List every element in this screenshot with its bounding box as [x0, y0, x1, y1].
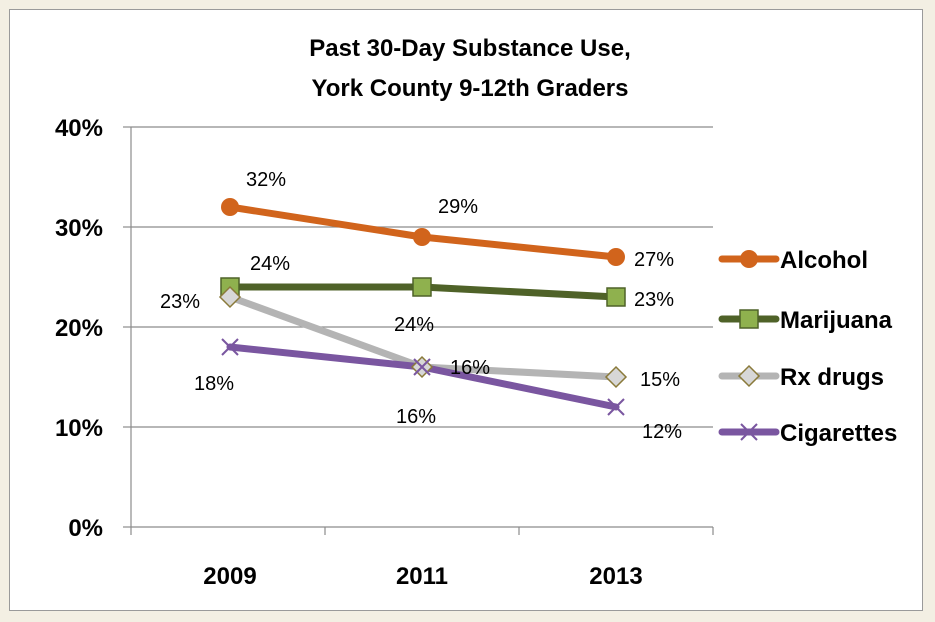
- data-point-rx-drugs: [218, 285, 242, 309]
- data-point-cigarettes: [413, 358, 431, 376]
- data-label-alcohol: 27%: [634, 249, 674, 271]
- x-tick-label: 2013: [589, 563, 642, 590]
- data-label-marijuana: 24%: [394, 314, 434, 336]
- chart-title-line-1: Past 30-Day Substance Use,: [309, 35, 630, 62]
- x-tick-label: 2011: [396, 563, 448, 590]
- gridlines: [131, 126, 713, 428]
- data-point-rx-drugs: [604, 365, 628, 389]
- series-markers: [218, 198, 628, 416]
- data-point-alcohol: [413, 228, 431, 246]
- chart-frame: [9, 9, 923, 611]
- legend-label-rx-drugs: Rx drugs: [780, 364, 884, 391]
- legend-marker-marijuana: [739, 309, 759, 329]
- data-labels: 32% 29% 27% 24% 24% 23% 23% 16% 15% 18% 16% 12%: [160, 169, 682, 443]
- x-marker-stroke: [740, 423, 758, 441]
- legend-label-marijuana: Marijuana: [780, 307, 893, 334]
- y-tick-label: 40%: [55, 115, 103, 142]
- legend-marker-alcohol: [740, 250, 758, 268]
- data-point-cigarettes: [221, 338, 239, 356]
- y-tick-label: 20%: [55, 315, 103, 342]
- data-label-alcohol: 29%: [438, 196, 478, 218]
- chart-title-line-2: York County 9-12th Graders: [312, 75, 629, 102]
- data-point-cigarettes: [607, 398, 625, 416]
- data-point-marijuana: [606, 287, 626, 307]
- y-tick-label: 10%: [55, 415, 103, 442]
- data-label-rx-drugs: 15%: [640, 369, 680, 391]
- data-label-marijuana: 23%: [634, 289, 674, 311]
- x-marker-stroke: [221, 338, 239, 356]
- data-point-alcohol: [221, 198, 239, 216]
- data-point-marijuana: [412, 277, 432, 297]
- legend: Alcohol Marijuana Rx drugs Cigarettes: [718, 247, 897, 447]
- legend-marker-rx-drugs: [737, 364, 761, 388]
- legend-label-cigarettes: Cigarettes: [780, 420, 897, 447]
- legend-label-alcohol: Alcohol: [780, 247, 868, 274]
- data-label-rx-drugs: 16%: [450, 357, 490, 379]
- axes: 0% 10% 20% 30% 40% 2009 2011 2013: [55, 115, 714, 590]
- data-point-alcohol: [607, 248, 625, 266]
- data-label-marijuana: 24%: [250, 253, 290, 275]
- y-tick-label: 0%: [68, 515, 103, 542]
- data-label-cigarettes: 18%: [194, 373, 234, 395]
- x-marker-stroke: [413, 358, 431, 376]
- data-label-rx-drugs: 23%: [160, 291, 200, 313]
- data-label-alcohol: 32%: [246, 169, 286, 191]
- x-tick-label: 2009: [203, 563, 256, 590]
- data-label-cigarettes: 12%: [642, 421, 682, 443]
- x-marker-stroke: [607, 398, 625, 416]
- legend-marker-cigarettes: [740, 423, 758, 441]
- data-label-cigarettes: 16%: [396, 406, 436, 428]
- y-tick-label: 30%: [55, 215, 103, 242]
